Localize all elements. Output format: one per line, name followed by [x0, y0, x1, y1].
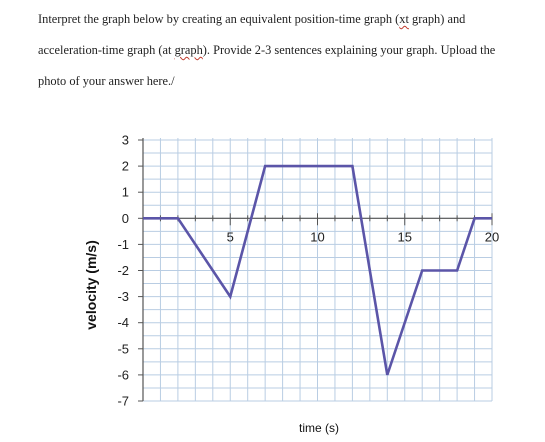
y-tick-label: 1: [122, 185, 129, 200]
x-tick-label: 20: [485, 229, 499, 244]
y-tick-label: -3: [117, 289, 129, 304]
y-tick-label: -2: [117, 263, 129, 278]
y-tick-label: -6: [117, 367, 129, 382]
y-tick-label: 2: [122, 159, 129, 174]
prompt-line-3: photo of your answer here./: [38, 74, 175, 88]
y-tick-label: -5: [117, 341, 129, 356]
y-tick-label: 3: [122, 133, 129, 148]
chart-series: [142, 164, 493, 376]
prompt-line-1: Interpret the graph below by creating an…: [38, 4, 533, 35]
prompt-text: ). Provide 2-3 sentences explaining your…: [202, 43, 496, 57]
spellcheck-word: graph: [174, 43, 203, 57]
question-prompt: Interpret the graph below by creating an…: [38, 4, 533, 97]
prompt-line-2: acceleration-time graph (at graph). Prov…: [38, 35, 533, 66]
y-tick-label: -7: [117, 394, 129, 409]
x-tick-label: 5: [227, 229, 234, 244]
y-tick-label: 0: [122, 211, 129, 226]
spellcheck-word: xt: [399, 12, 409, 26]
prompt-text: graph) and: [408, 12, 466, 26]
velocity-line: [143, 164, 492, 376]
prompt-text: Interpret the graph below by creating an…: [38, 12, 400, 26]
chart-axes: [138, 138, 493, 402]
x-tick-label: 10: [310, 229, 324, 244]
y-axis-label: velocity (m/s): [83, 240, 99, 329]
y-tick-label: -1: [117, 237, 129, 252]
y-tick-label: -4: [117, 315, 129, 330]
x-axis-label: time (s): [299, 421, 339, 435]
x-tick-label: 15: [398, 229, 412, 244]
prompt-text: acceleration-time graph (at: [38, 43, 175, 57]
